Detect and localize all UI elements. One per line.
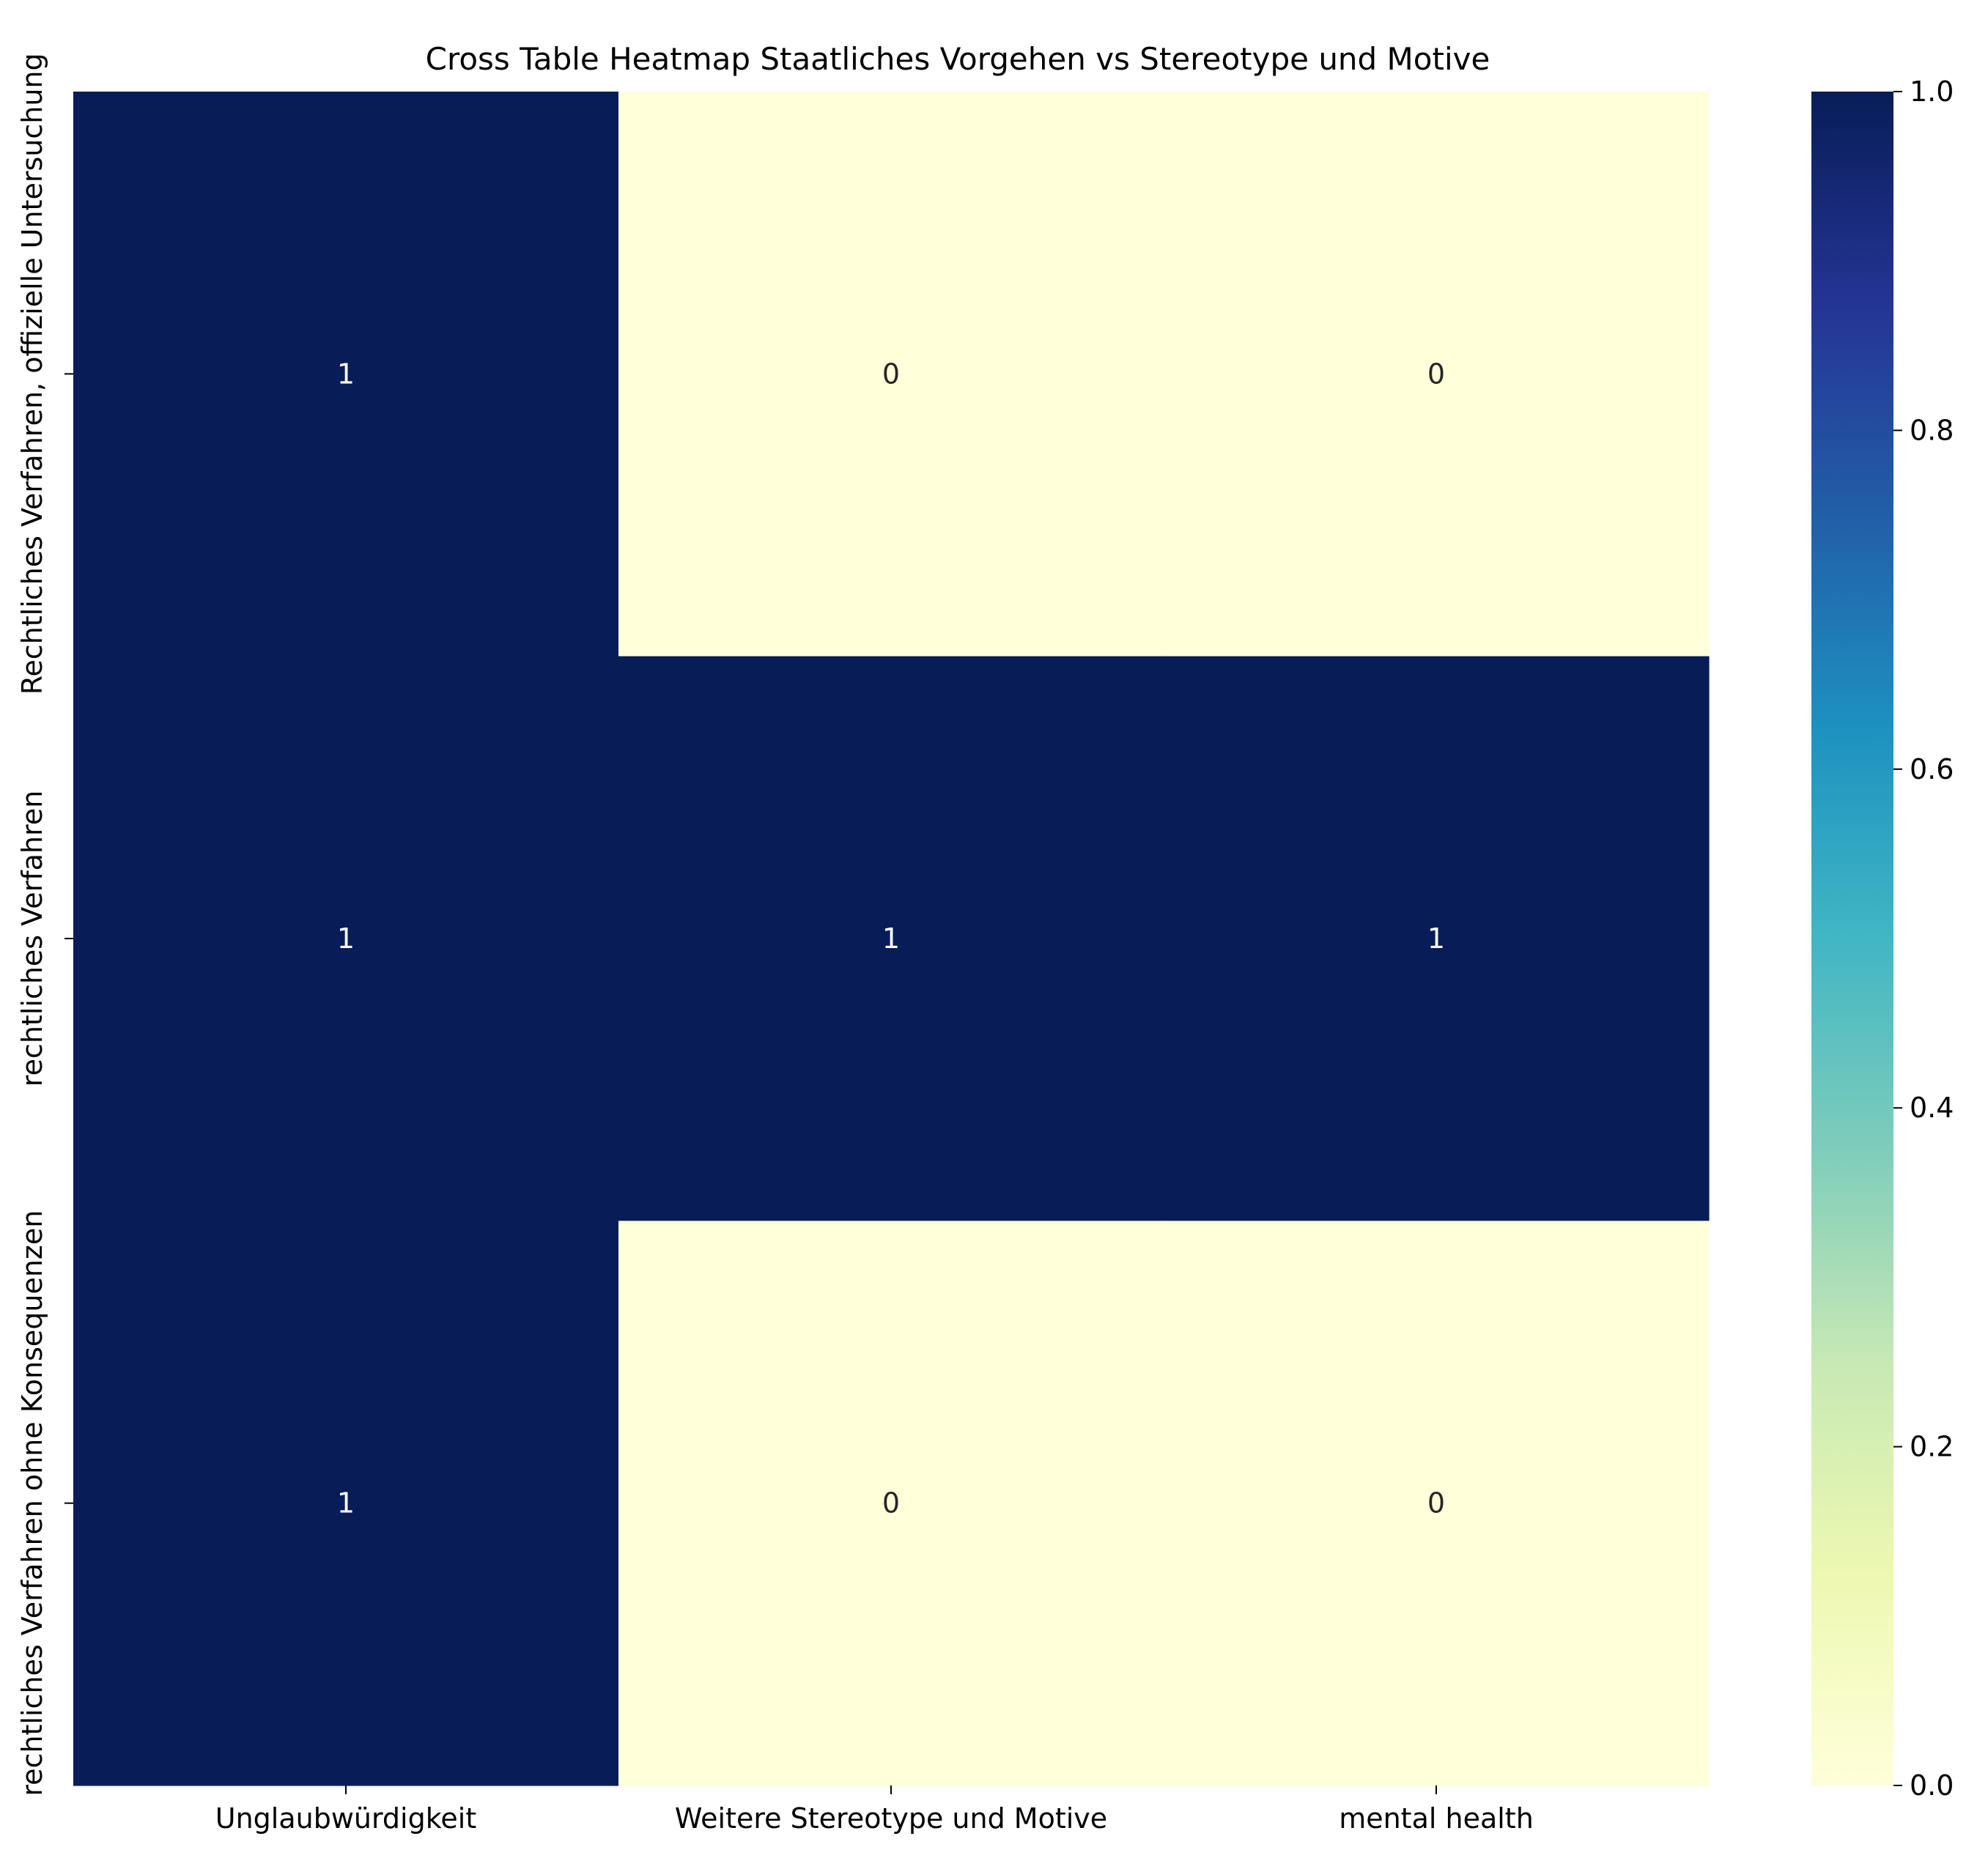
chart-title: Cross Table Heatmap Staatliches Vorgehen… [426, 41, 1490, 77]
heatmap-cell [1164, 92, 1710, 657]
x-tick-label: Unglaubwürdigkeit [215, 1802, 476, 1835]
heatmap-cell [1164, 656, 1710, 1221]
y-axis: Rechtliches Verfahren, offizielle Unters… [16, 53, 73, 1796]
cell-value-label: 1 [882, 922, 900, 955]
cell-value-label: 0 [1427, 358, 1445, 390]
heatmap-cell [618, 92, 1164, 657]
colorbar-tick-label: 0.0 [1910, 1769, 1954, 1802]
colorbar-tick-label: 0.4 [1910, 1092, 1954, 1124]
cell-value-label: 1 [337, 1487, 355, 1520]
heatmap-cell [73, 656, 619, 1221]
heatmap-cell [618, 1221, 1164, 1786]
colorbar-scale [1811, 92, 1893, 1785]
heatmap-cell-labels: 1 0 0 1 1 1 1 0 0 [337, 358, 1445, 1519]
heatmap-cell [73, 1221, 619, 1786]
colorbar: 0.0 0.2 0.4 0.6 0.8 1.0 [1811, 75, 1954, 1802]
x-tick-label: mental health [1339, 1802, 1534, 1835]
heatmap-cells [73, 92, 1710, 1786]
cell-value-label: 1 [337, 922, 355, 955]
cell-value-label: 0 [882, 358, 900, 390]
colorbar-tick-label: 0.6 [1910, 753, 1954, 785]
colorbar-tick-label: 1.0 [1910, 75, 1954, 108]
cell-value-label: 1 [337, 358, 355, 390]
colorbar-tick-label: 0.2 [1910, 1431, 1954, 1463]
x-axis: Unglaubwürdigkeit Weitere Stereotype und … [215, 1785, 1534, 1835]
x-tick-label: Weitere Stereotype und Motive [675, 1802, 1107, 1835]
heatmap-cell [1164, 1221, 1710, 1786]
y-tick-label: rechtliches Verfahren [16, 791, 48, 1087]
colorbar-tick-label: 0.8 [1910, 414, 1954, 446]
heatmap-cell [618, 656, 1164, 1221]
heatmap-cell [73, 92, 619, 657]
cell-value-label: 0 [882, 1487, 900, 1520]
y-tick-label: Rechtliches Verfahren, offizielle Unters… [16, 53, 48, 695]
cell-value-label: 1 [1427, 922, 1445, 955]
cell-value-label: 0 [1427, 1487, 1445, 1520]
y-tick-label: rechtliches Verfahren ohne Konsequenzen [16, 1210, 48, 1796]
